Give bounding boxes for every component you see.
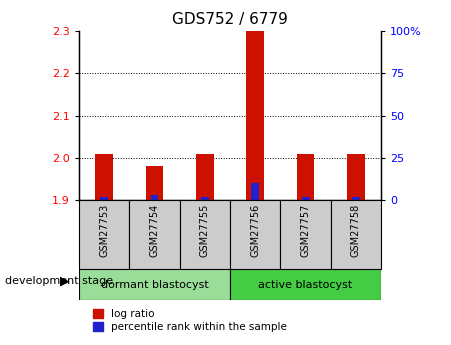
Bar <box>230 200 281 269</box>
Bar <box>281 200 331 269</box>
Bar <box>201 197 209 200</box>
Bar <box>95 154 113 200</box>
Text: development stage: development stage <box>5 276 113 286</box>
Bar <box>331 200 381 269</box>
Text: GSM27758: GSM27758 <box>351 204 361 257</box>
Bar <box>129 200 179 269</box>
Title: GDS752 / 6779: GDS752 / 6779 <box>172 12 288 27</box>
Bar <box>79 269 230 300</box>
Bar <box>302 197 309 200</box>
Text: active blastocyst: active blastocyst <box>258 280 353 289</box>
Bar <box>196 154 214 200</box>
Text: ▶: ▶ <box>60 275 70 288</box>
Bar <box>179 200 230 269</box>
Text: dormant blastocyst: dormant blastocyst <box>101 280 208 289</box>
Bar <box>246 31 264 200</box>
Bar <box>79 200 129 269</box>
Text: GSM27757: GSM27757 <box>300 204 311 257</box>
Text: GSM27753: GSM27753 <box>99 204 109 257</box>
Bar <box>352 197 360 200</box>
Bar <box>230 269 381 300</box>
Bar <box>151 195 158 200</box>
Legend: log ratio, percentile rank within the sample: log ratio, percentile rank within the sa… <box>93 309 287 332</box>
Bar <box>347 154 365 200</box>
Text: GSM27756: GSM27756 <box>250 204 260 257</box>
Bar <box>146 166 163 200</box>
Bar <box>297 154 314 200</box>
Bar <box>251 183 259 200</box>
Text: GSM27755: GSM27755 <box>200 204 210 257</box>
Bar <box>100 197 108 200</box>
Text: GSM27754: GSM27754 <box>149 204 160 257</box>
